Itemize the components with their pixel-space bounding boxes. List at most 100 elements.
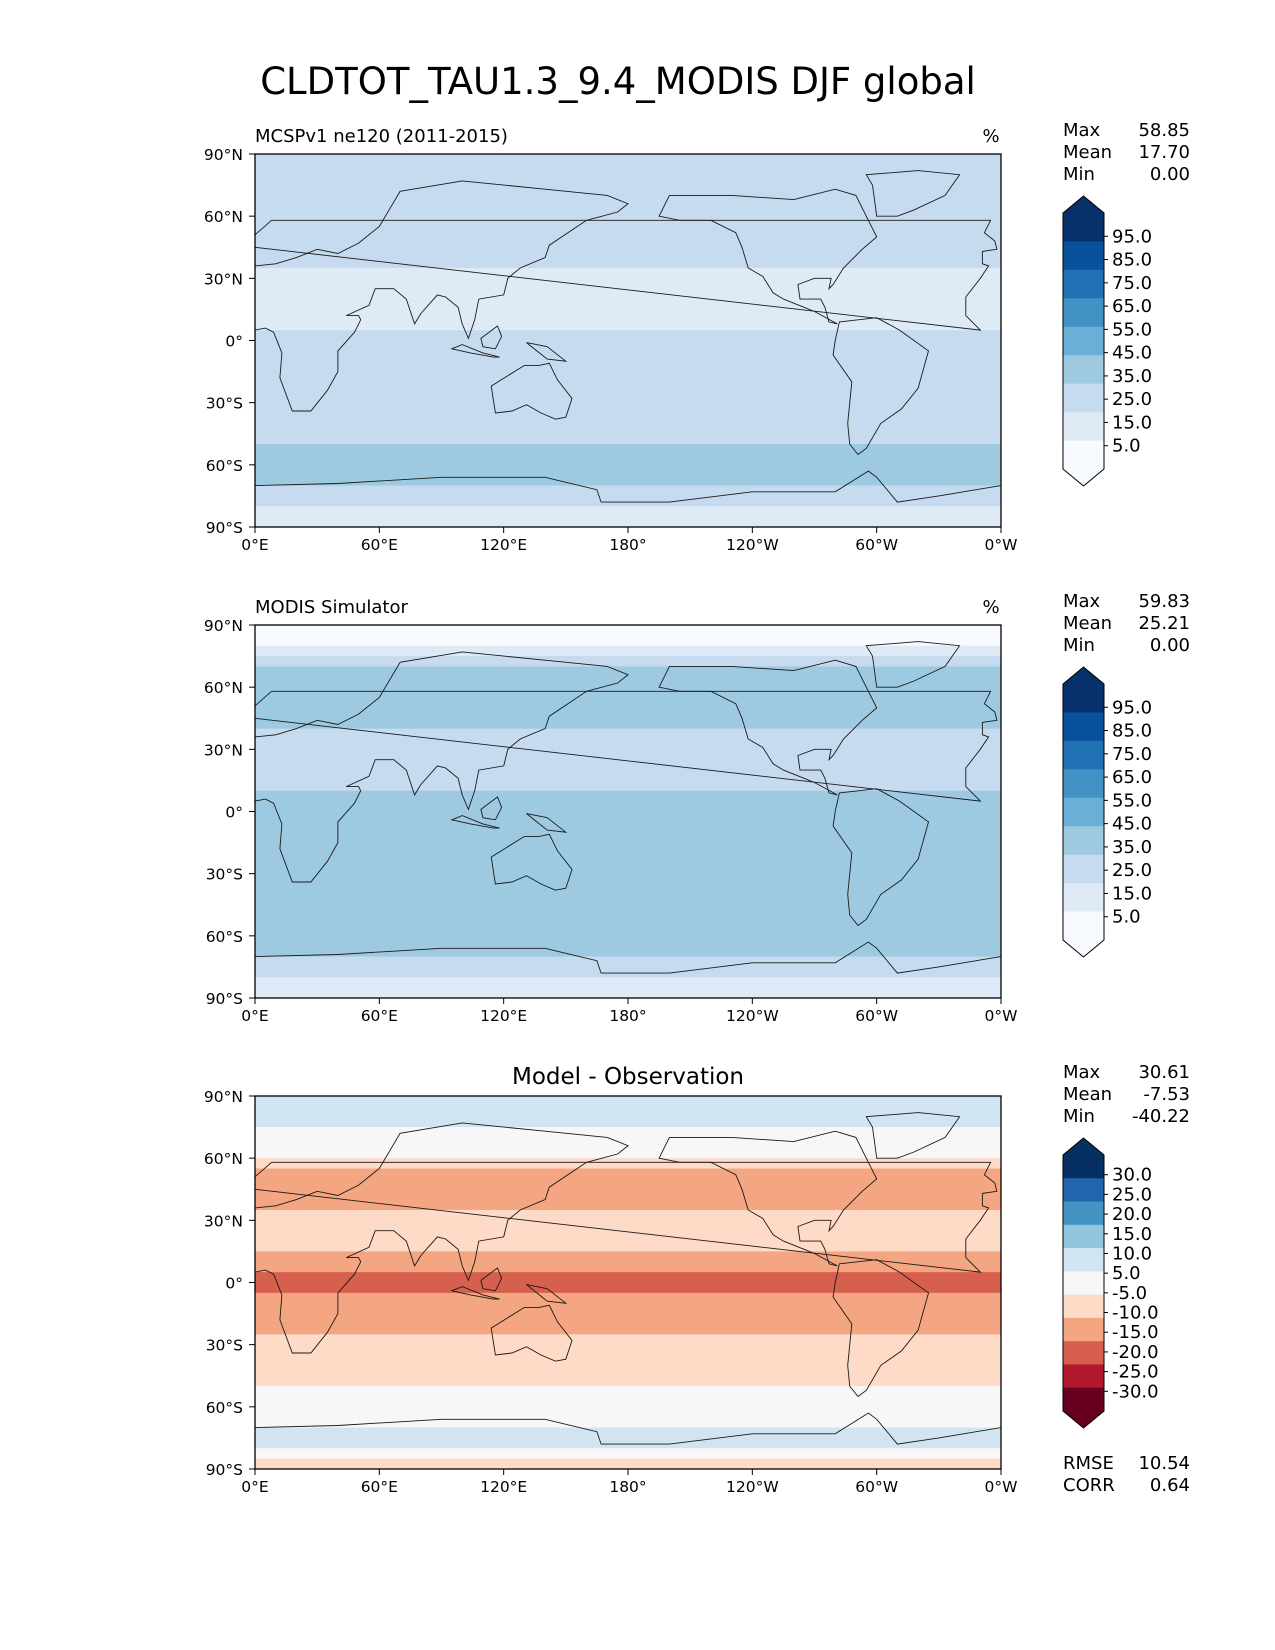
x-tick-label: 60°E	[361, 1478, 398, 1496]
colorbar-outline	[1062, 195, 1105, 487]
lat-band	[255, 977, 1001, 989]
stat-value: 30.61	[1138, 1062, 1190, 1083]
colorbar-tick-label: 45.0	[1112, 814, 1152, 835]
lat-band	[255, 485, 1001, 497]
y-tick-label: 90°S	[206, 519, 243, 537]
x-tick-label: 120°E	[480, 1478, 527, 1496]
colorbar-diff: 30.025.020.015.010.05.0-5.0-10.0-15.0-20…	[1062, 1137, 1159, 1429]
y-tick-label: 30°S	[206, 395, 243, 413]
x-tick-label: 60°W	[855, 1007, 898, 1025]
lat-band	[255, 635, 1001, 647]
x-tick-label: 180°	[609, 536, 646, 554]
colorbar-segment	[1063, 412, 1104, 442]
x-tick-label: 60°W	[855, 536, 898, 554]
colorbar-obs: 95.0 85.075.065.055.0 45.035.025.015.0 5.0	[1062, 666, 1152, 958]
colorbar-model: 95.0 85.075.065.055.0 45.035.025.015.0 5.0	[1062, 195, 1152, 487]
field-diff	[255, 1096, 1001, 1469]
lat-band	[255, 1292, 1001, 1304]
coastline	[865, 170, 961, 217]
panels: 0°E 60°E 120°E 180° 120°W 60°W 0°W 90°N 60°N 30°N…	[204, 120, 1190, 1496]
lat-band	[255, 1096, 1001, 1107]
stat-label: Min	[1063, 635, 1095, 656]
colorbar-tick-label: -5.0	[1112, 1283, 1147, 1304]
colorbar-tick-label: 25.0	[1112, 1184, 1152, 1205]
figure-title: CLDTOT_TAU1.3_9.4_MODIS DJF global	[260, 60, 976, 103]
colorbar-segment	[1063, 1317, 1104, 1342]
lat-band	[255, 1116, 1001, 1128]
lat-band	[255, 707, 1001, 719]
lat-band	[255, 811, 1001, 823]
colorbar-tick-label: 55.0	[1112, 790, 1152, 811]
coastline	[255, 1412, 1001, 1469]
colorbar-tick-label: 95.0	[1112, 697, 1152, 718]
metric-value: 0.64	[1150, 1475, 1190, 1496]
lat-band	[255, 340, 1001, 352]
stat-value: 0.00	[1150, 164, 1190, 185]
y-tick-label: 60°N	[204, 1150, 243, 1168]
y-tick-label: 30°S	[206, 1337, 243, 1355]
colorbar-tick-label: 45.0	[1112, 343, 1152, 364]
y-tick-label: 60°N	[204, 208, 243, 226]
lat-band	[255, 433, 1001, 445]
colorbar-extend-bottom	[1063, 469, 1104, 486]
colorbar-tick-label: 5.0	[1112, 436, 1141, 457]
y-tick-label: 60°S	[206, 928, 243, 946]
colorbar-segment	[1063, 1224, 1104, 1249]
coastline	[255, 219, 998, 331]
lat-band	[255, 656, 1001, 668]
stat-value: 17.70	[1138, 142, 1190, 163]
colorbar-tick-label: 95.0	[1112, 226, 1152, 247]
colorbar-extend-top	[1063, 667, 1104, 684]
colorbar-extend-top	[1063, 1138, 1104, 1155]
colorbar-tick-label: -20.0	[1112, 1342, 1159, 1363]
lat-band	[255, 299, 1001, 311]
x-tick-label: 120°W	[726, 536, 779, 554]
coastline	[255, 1122, 629, 1354]
colorbar-segment	[1063, 911, 1104, 941]
coastline	[255, 470, 1001, 527]
lat-band	[255, 216, 1001, 228]
coastline	[255, 651, 629, 883]
x-tick-label: 60°E	[361, 536, 398, 554]
lat-band	[255, 288, 1001, 300]
panel-subtitle: MODIS Simulator	[255, 597, 408, 618]
coastline	[526, 813, 568, 833]
coastline	[255, 690, 998, 802]
lat-band	[255, 247, 1001, 259]
lat-band	[255, 987, 1001, 998]
colorbar-tick-label: 5.0	[1112, 1263, 1141, 1284]
stat-label: Mean	[1063, 142, 1112, 163]
lat-band	[255, 625, 1001, 636]
colorbar-segment	[1063, 854, 1104, 884]
lat-band	[255, 1261, 1001, 1273]
coastline	[832, 788, 930, 927]
lat-band	[255, 154, 1001, 165]
coastline	[526, 342, 568, 362]
x-tick-label: 0°E	[241, 1007, 268, 1025]
coastline	[480, 1267, 503, 1292]
colorbar-tick-label: 20.0	[1112, 1204, 1152, 1225]
lat-band	[255, 516, 1001, 527]
lat-band	[255, 1344, 1001, 1356]
lat-band	[255, 1178, 1001, 1190]
metric-value: 10.54	[1138, 1453, 1190, 1474]
x-tick-label: 120°E	[480, 536, 527, 554]
lat-band	[255, 801, 1001, 813]
colorbar-tick-label: 5.0	[1112, 907, 1141, 928]
lat-band	[255, 956, 1001, 968]
lat-band	[255, 267, 1001, 279]
lat-band	[255, 475, 1001, 487]
lat-band	[255, 1282, 1001, 1294]
colorbar-extend-top	[1063, 196, 1104, 213]
colorbar-tick-label: 35.0	[1112, 366, 1152, 387]
x-tick-label: 0°E	[241, 1478, 268, 1496]
y-tick-label: 0°	[225, 804, 243, 822]
colorbar-tick-label: 25.0	[1112, 389, 1152, 410]
y-tick-label: 0°	[225, 1275, 243, 1293]
colorbar-tick-label: 25.0	[1112, 860, 1152, 881]
stat-label: Max	[1063, 120, 1101, 141]
lat-band	[255, 506, 1001, 518]
lat-band	[255, 444, 1001, 456]
coastline	[526, 1284, 568, 1304]
